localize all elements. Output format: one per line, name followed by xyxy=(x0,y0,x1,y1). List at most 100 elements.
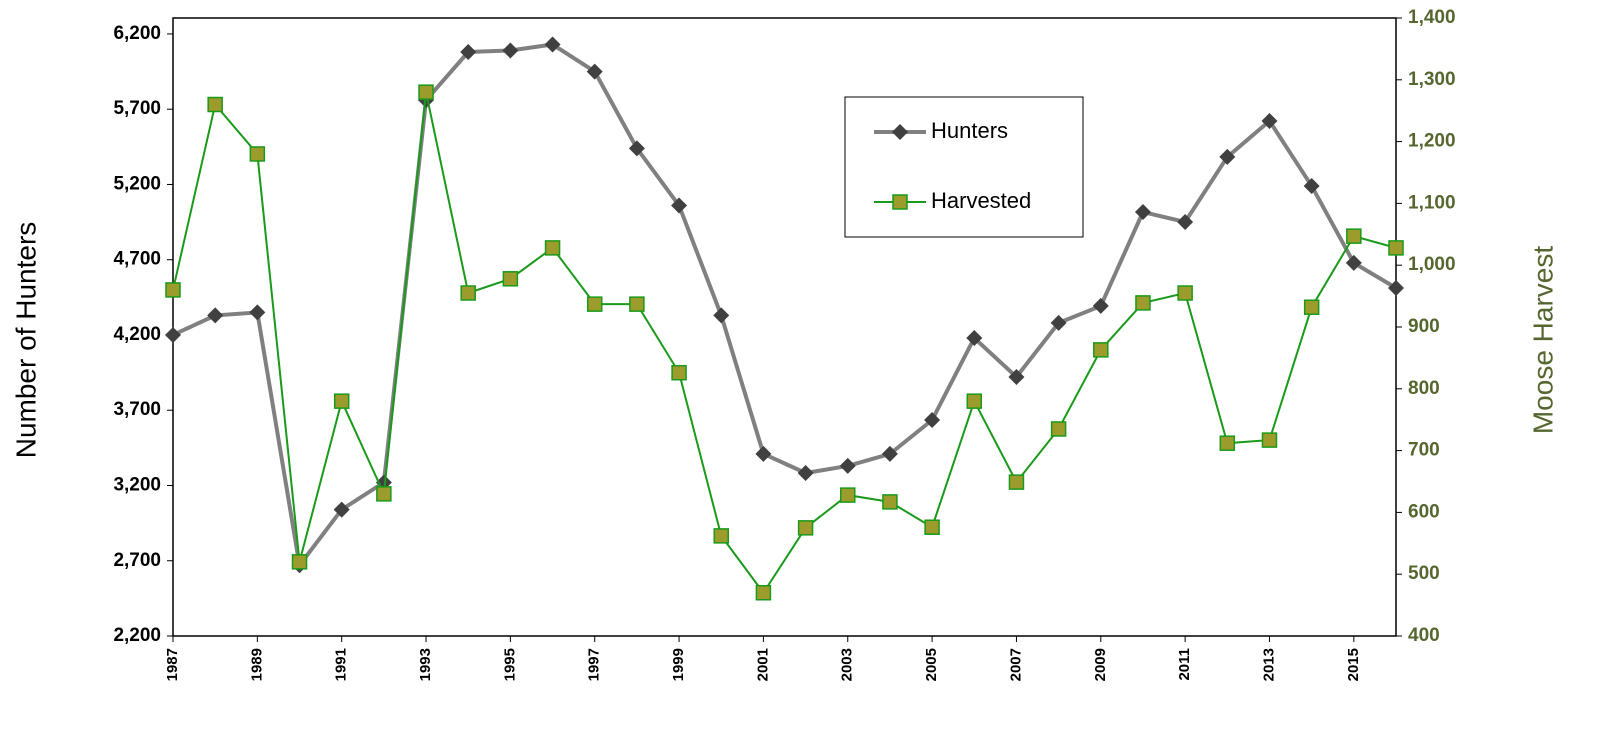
point xyxy=(249,304,266,321)
y2-tick-label: 500 xyxy=(1408,563,1440,584)
legend-box xyxy=(844,96,1084,238)
y2-tick-label: 600 xyxy=(1408,501,1440,522)
point xyxy=(207,307,224,324)
point xyxy=(1177,285,1193,301)
point xyxy=(502,271,519,287)
y2-tick-label: 1,100 xyxy=(1408,192,1456,213)
point xyxy=(1050,421,1067,437)
point xyxy=(628,140,645,157)
point xyxy=(755,584,772,601)
series-line xyxy=(172,91,1397,595)
point xyxy=(671,197,688,214)
x-tick-label: 2007 xyxy=(1007,648,1024,681)
y-tick-label: 2,200 xyxy=(113,625,161,646)
y2-tick-label: 800 xyxy=(1408,378,1440,399)
point xyxy=(1092,297,1109,314)
y-tick-label: 5,700 xyxy=(113,98,161,119)
legend-label: Harvested xyxy=(931,188,1031,213)
y-tick-label: 3,200 xyxy=(113,475,161,496)
y-tick-label: 6,200 xyxy=(113,23,161,44)
point xyxy=(1219,435,1236,451)
y2-tick-label: 1,300 xyxy=(1408,69,1456,90)
point xyxy=(966,329,983,346)
x-tick-label: 1999 xyxy=(670,648,687,681)
point xyxy=(460,285,476,301)
x-tick-label: 2009 xyxy=(1092,648,1109,681)
point xyxy=(333,393,350,409)
point xyxy=(1008,474,1025,490)
x-tick-label: 1987 xyxy=(164,648,181,681)
x-tick-label: 1989 xyxy=(248,648,265,681)
point xyxy=(966,393,983,409)
point xyxy=(460,44,477,61)
point xyxy=(839,457,856,474)
y2-tick-label: 1,200 xyxy=(1408,131,1456,152)
point xyxy=(755,445,772,462)
point xyxy=(1346,228,1362,244)
point xyxy=(1050,314,1067,331)
point xyxy=(924,519,940,535)
point xyxy=(165,326,181,343)
point xyxy=(797,520,814,536)
point xyxy=(797,464,814,481)
plot-frame xyxy=(172,17,1397,637)
point xyxy=(1261,112,1278,129)
series-line xyxy=(172,42,1398,571)
point xyxy=(291,554,308,570)
point xyxy=(418,84,434,100)
point xyxy=(1093,342,1109,358)
y-tick-label: 5,200 xyxy=(113,173,161,194)
x-tick-label: 2013 xyxy=(1260,648,1277,681)
x-tick-label: 2005 xyxy=(923,648,940,681)
x-tick-label: 1995 xyxy=(501,648,518,681)
y2-tick-label: 1,000 xyxy=(1408,254,1456,275)
point xyxy=(165,282,181,298)
y-tick-label: 4,700 xyxy=(113,249,161,270)
y2-tick-label: 900 xyxy=(1408,316,1440,337)
y2-axis-title: Moose Harvest xyxy=(1527,246,1558,435)
point xyxy=(1177,213,1194,230)
point xyxy=(713,307,730,324)
legend-marker xyxy=(892,194,908,210)
legend-label: Hunters xyxy=(931,118,1008,143)
point xyxy=(671,364,687,381)
x-tick-label: 1997 xyxy=(586,648,603,681)
point xyxy=(1008,368,1025,385)
point xyxy=(586,296,603,312)
y2-tick-label: 700 xyxy=(1408,440,1440,461)
x-tick-label: 2015 xyxy=(1345,648,1362,681)
point xyxy=(249,146,266,162)
x-tick-label: 1993 xyxy=(417,648,434,681)
point xyxy=(586,63,603,80)
point xyxy=(333,501,350,518)
point xyxy=(1388,240,1404,256)
point xyxy=(1303,177,1320,194)
legend-marker xyxy=(892,124,908,140)
x-tick-label: 1991 xyxy=(333,648,350,681)
y2-tick-label: 400 xyxy=(1408,625,1440,646)
point xyxy=(629,296,645,312)
point xyxy=(502,42,519,59)
x-tick-label: 2011 xyxy=(1176,648,1193,681)
y-axis-title: Number of Hunters xyxy=(10,222,41,459)
point xyxy=(376,486,392,502)
point xyxy=(1134,204,1151,221)
point xyxy=(544,240,561,256)
point xyxy=(1219,148,1236,165)
point xyxy=(544,36,561,53)
point xyxy=(881,445,898,462)
point xyxy=(1345,254,1362,271)
y-tick-label: 4,200 xyxy=(113,324,161,345)
y-tick-label: 3,700 xyxy=(113,399,161,420)
point xyxy=(1303,299,1320,315)
point xyxy=(207,96,223,113)
point xyxy=(840,487,856,503)
y2-tick-label: 1,400 xyxy=(1408,7,1456,28)
x-tick-label: 2003 xyxy=(839,648,856,681)
point xyxy=(1135,295,1151,311)
point xyxy=(924,412,941,429)
point xyxy=(713,528,729,544)
x-tick-label: 2001 xyxy=(754,648,771,681)
point xyxy=(1261,432,1278,448)
